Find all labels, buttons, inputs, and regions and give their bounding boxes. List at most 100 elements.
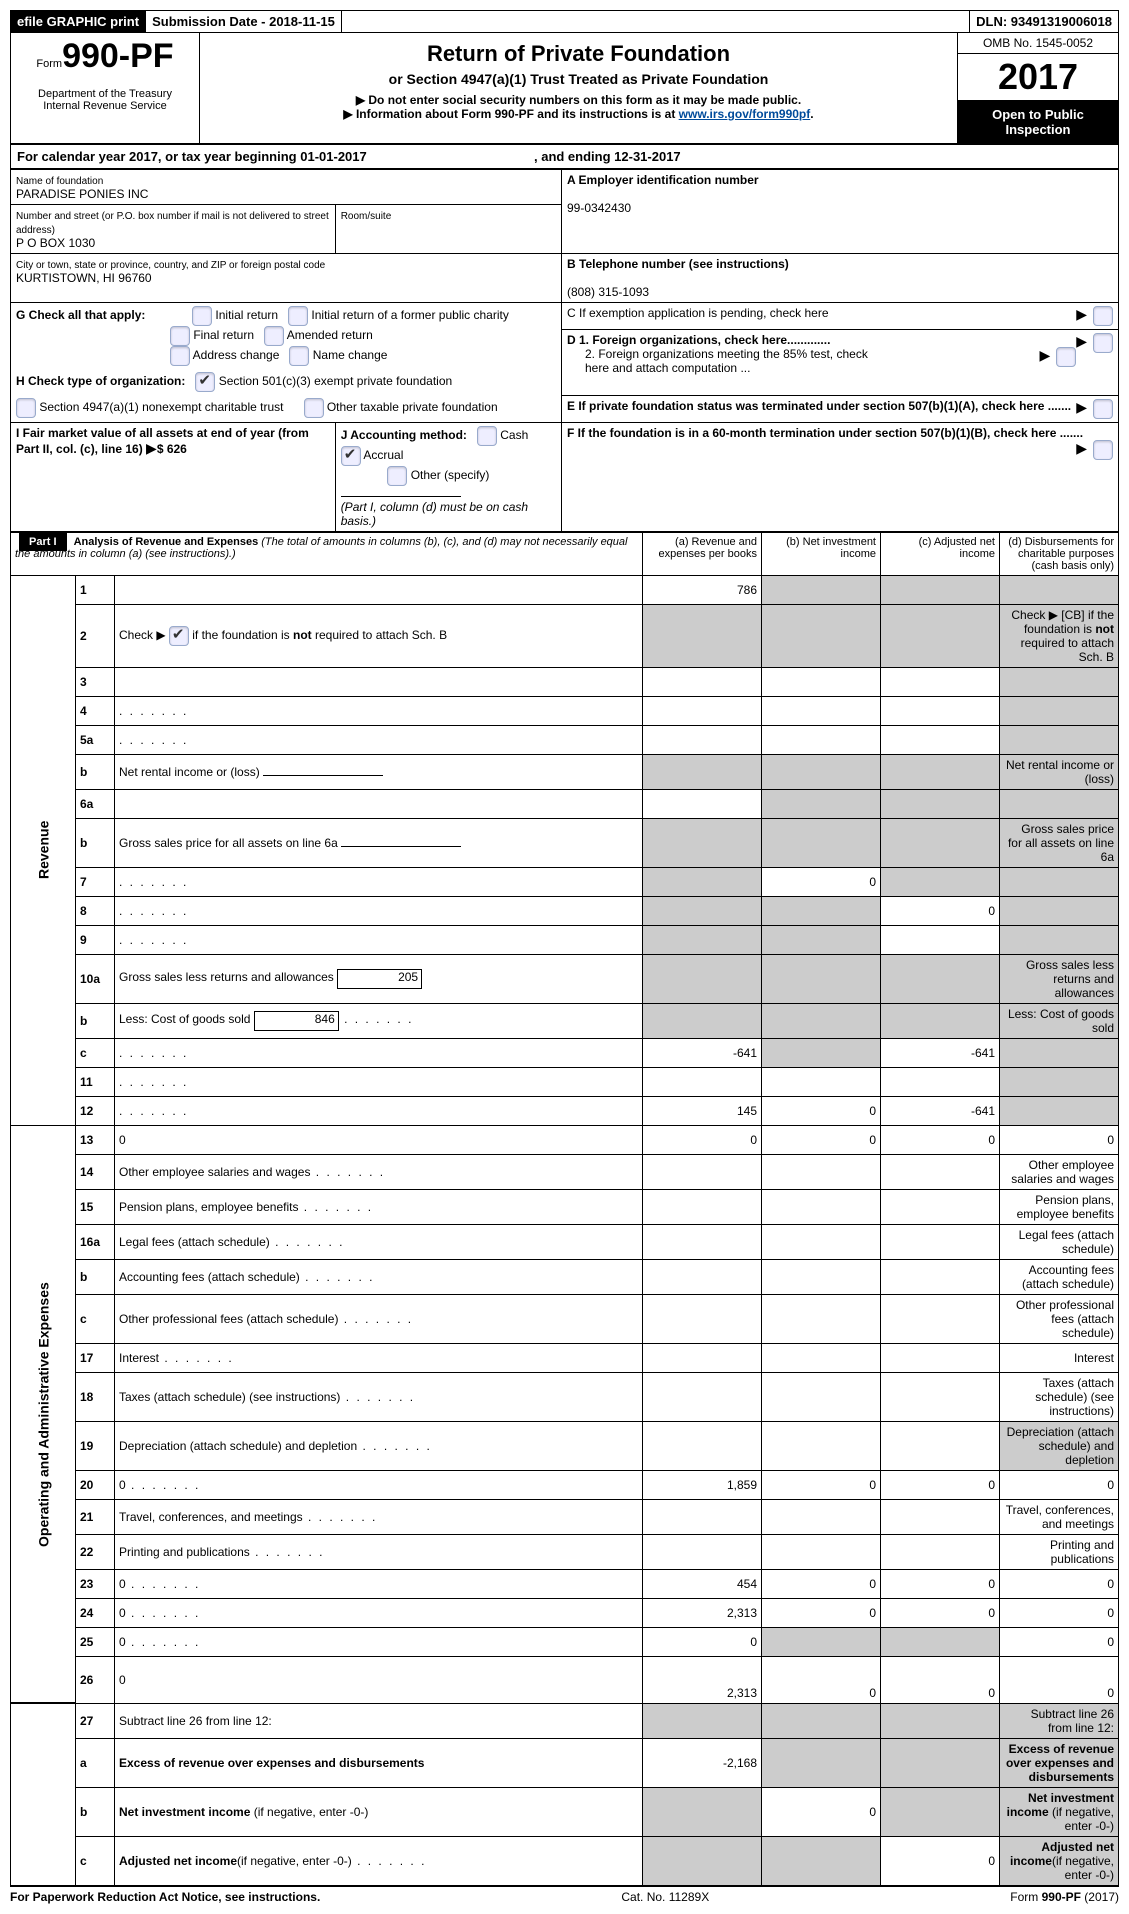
cell-d: Legal fees (attach schedule) — [1000, 1224, 1119, 1259]
cell-d — [1000, 725, 1119, 754]
cell-d: Pension plans, employee benefits — [1000, 1189, 1119, 1224]
irs-link[interactable]: www.irs.gov/form990pf — [679, 107, 811, 121]
row-num: 21 — [76, 1499, 115, 1534]
ein-label: A Employer identification number — [567, 173, 759, 187]
cell-b — [762, 1189, 881, 1224]
city-value: KURTISTOWN, HI 96760 — [16, 271, 152, 285]
row-desc: 0 — [115, 1627, 643, 1656]
g-checkbox-0[interactable] — [192, 306, 212, 326]
cell-b — [762, 1154, 881, 1189]
row-num: 12 — [76, 1096, 115, 1125]
cell-a — [643, 1154, 762, 1189]
cell-b — [762, 604, 881, 667]
cell-d — [1000, 1067, 1119, 1096]
cell-b — [762, 575, 881, 604]
cell-c — [881, 575, 1000, 604]
cell-d: Taxes (attach schedule) (see instruction… — [1000, 1372, 1119, 1421]
cell-b — [762, 1738, 881, 1787]
cell-a: 2,313 — [643, 1598, 762, 1627]
row-desc — [115, 725, 643, 754]
row-desc: Less: Cost of goods sold 846 — [115, 1003, 643, 1038]
e-checkbox[interactable] — [1093, 399, 1113, 419]
cell-a — [643, 725, 762, 754]
cell-b — [762, 1294, 881, 1343]
cell-a — [643, 1343, 762, 1372]
f-checkbox[interactable] — [1093, 440, 1113, 460]
cell-c — [881, 1003, 1000, 1038]
row-num: 24 — [76, 1598, 115, 1627]
col-a-header: (a) Revenue and expenses per books — [643, 532, 762, 575]
c-label: C If exemption application is pending, c… — [567, 306, 829, 320]
j-accrual: Accrual — [363, 448, 403, 462]
d1-checkbox[interactable] — [1093, 333, 1113, 353]
d2-checkbox[interactable] — [1056, 347, 1076, 367]
row-desc — [115, 925, 643, 954]
cell-a — [643, 1421, 762, 1470]
col-c-header: (c) Adjusted net income — [881, 532, 1000, 575]
cell-a — [643, 867, 762, 896]
h2-checkbox[interactable] — [16, 398, 36, 418]
cell-b — [762, 1224, 881, 1259]
cell-c — [881, 1067, 1000, 1096]
h3-checkbox[interactable] — [304, 398, 324, 418]
j-cash-checkbox[interactable] — [477, 426, 497, 446]
cell-b — [762, 1003, 881, 1038]
j-accrual-checkbox[interactable] — [341, 446, 361, 466]
cell-c — [881, 789, 1000, 818]
cell-d: Gross sales price for all assets on line… — [1000, 818, 1119, 867]
cell-b: 0 — [762, 1470, 881, 1499]
row-desc: Depreciation (attach schedule) and deple… — [115, 1421, 643, 1470]
g-checkbox-5[interactable] — [289, 346, 309, 366]
row-desc: Gross sales price for all assets on line… — [115, 818, 643, 867]
c-checkbox[interactable] — [1093, 306, 1113, 326]
top-bar: efile GRAPHIC print Submission Date - 20… — [10, 10, 1119, 33]
city-label: City or town, state or province, country… — [16, 260, 325, 271]
row-desc: Gross sales less returns and allowances … — [115, 954, 643, 1003]
schb-checkbox[interactable] — [169, 626, 189, 646]
cell-b — [762, 1372, 881, 1421]
row-desc: Interest — [115, 1343, 643, 1372]
row-num: b — [76, 1787, 115, 1836]
inline-box: 846 — [254, 1011, 339, 1031]
g-checkbox-2[interactable] — [170, 326, 190, 346]
row-desc: Net investment income (if negative, ente… — [115, 1787, 643, 1836]
cell-d: 0 — [1000, 1627, 1119, 1656]
cell-d: Gross sales less returns and allowances — [1000, 954, 1119, 1003]
street-label: Number and street (or P.O. box number if… — [16, 211, 329, 236]
calyear-end: 12-31-2017 — [614, 149, 681, 164]
row-num: 3 — [76, 667, 115, 696]
cell-a — [643, 1499, 762, 1534]
topbar-spacer — [342, 11, 970, 32]
row-desc: 0 — [115, 1569, 643, 1598]
cell-d: 0 — [1000, 1125, 1119, 1154]
cell-a — [643, 1294, 762, 1343]
h1-checkbox[interactable] — [195, 372, 215, 392]
row-desc — [115, 1096, 643, 1125]
form-header: Form990-PF Department of the Treasury In… — [10, 33, 1119, 145]
cell-c — [881, 1627, 1000, 1656]
g-checkbox-4[interactable] — [170, 346, 190, 366]
cell-c — [881, 1189, 1000, 1224]
row-num: c — [76, 1836, 115, 1885]
row-num: b — [76, 754, 115, 789]
row-desc — [115, 867, 643, 896]
j-other-checkbox[interactable] — [387, 466, 407, 486]
cell-a — [643, 1189, 762, 1224]
cell-c — [881, 1499, 1000, 1534]
g-checkbox-3[interactable] — [264, 326, 284, 346]
ein-value: 99-0342430 — [567, 201, 631, 215]
cell-b — [762, 696, 881, 725]
cell-a — [643, 818, 762, 867]
row-desc: Travel, conferences, and meetings — [115, 1499, 643, 1534]
cell-c — [881, 1738, 1000, 1787]
cell-b — [762, 1499, 881, 1534]
cell-c — [881, 1787, 1000, 1836]
g-checkbox-1[interactable] — [288, 306, 308, 326]
cell-b — [762, 925, 881, 954]
row-desc: Excess of revenue over expenses and disb… — [115, 1738, 643, 1787]
section-label: Revenue — [11, 575, 76, 1125]
cell-c: 0 — [881, 896, 1000, 925]
d2-label: 2. Foreign organizations meeting the 85%… — [567, 347, 885, 375]
cell-a: 0 — [643, 1125, 762, 1154]
d1-label: D 1. Foreign organizations, check here..… — [567, 333, 830, 347]
